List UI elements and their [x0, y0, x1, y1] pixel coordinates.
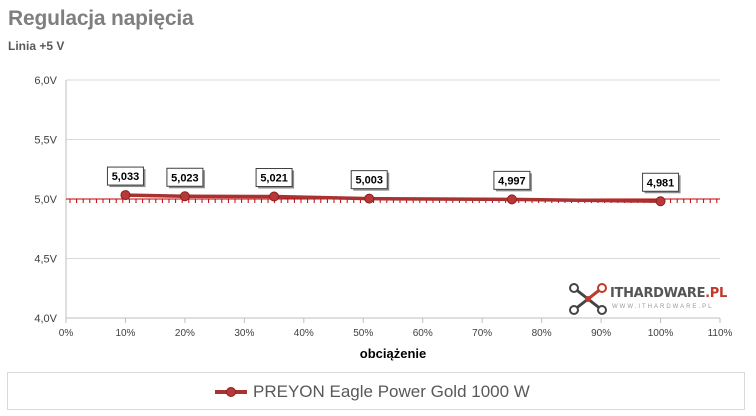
data-label: 4,981 [647, 177, 675, 189]
data-label-box [642, 172, 680, 192]
data-label-box [106, 166, 144, 186]
x-axis-title: obciążenie [360, 346, 426, 361]
data-label: 5,003 [355, 175, 383, 187]
chart-title: Regulacja napięcia [8, 7, 194, 30]
data-label-box [166, 167, 204, 187]
data-point [364, 193, 375, 204]
data-point [655, 196, 666, 207]
legend: PREYON Eagle Power Gold 1000 W [7, 372, 745, 410]
x-tick-label: 100% [648, 328, 674, 339]
x-tick-label: 30% [234, 328, 254, 339]
y-tick-label: 6,0V [34, 75, 57, 87]
y-tick-label: 4,5V [34, 254, 57, 266]
x-tick-label: 110% [708, 328, 733, 339]
legend-line-marker-icon [215, 387, 247, 397]
data-point [506, 194, 517, 205]
data-label-box [350, 170, 388, 190]
data-label: 5,023 [171, 172, 199, 184]
x-tick-label: 40% [294, 328, 314, 339]
legend-label: PREYON Eagle Power Gold 1000 W [253, 382, 530, 401]
series-line [125, 193, 661, 204]
x-tick-label: 0% [59, 328, 74, 339]
x-tick-label: 60% [413, 328, 433, 339]
data-point [269, 191, 280, 202]
data-label-box [255, 168, 293, 188]
y-tick-label: 4,0V [34, 313, 57, 325]
data-point [120, 190, 131, 201]
x-tick-label: 80% [532, 328, 552, 339]
y-tick-label: 5,5V [34, 135, 57, 147]
data-label: 5,033 [112, 171, 140, 183]
x-tick-label: 10% [115, 328, 135, 339]
x-tick-label: 90% [591, 328, 611, 339]
data-label: 5,021 [260, 173, 288, 185]
x-tick-label: 20% [175, 328, 195, 339]
logo-text: ITHARDWARE.PL [610, 286, 728, 301]
ithardware-logo: ITHARDWARE.PL WWW.ITHARDWARE.PL [568, 282, 727, 316]
voltage-chart: 4,0V 4,5V 5,0V 5,5V 6,0V 0% 10% 20% 30% 40% 50% 60%… [34, 75, 733, 361]
x-tick-label: 50% [353, 328, 373, 339]
data-label: 4,997 [498, 175, 526, 187]
data-label-box [493, 170, 531, 190]
y-tick-label: 5,0V [34, 194, 57, 206]
legend-item[interactable]: PREYON Eagle Power Gold 1000 W [213, 380, 530, 404]
logo-tagline: WWW.ITHARDWARE.PL [612, 304, 714, 310]
data-point [179, 191, 190, 202]
network-nodes-icon [569, 283, 607, 315]
x-tick-label: 70% [472, 328, 492, 339]
chart-subtitle: Linia +5 V [8, 39, 65, 53]
